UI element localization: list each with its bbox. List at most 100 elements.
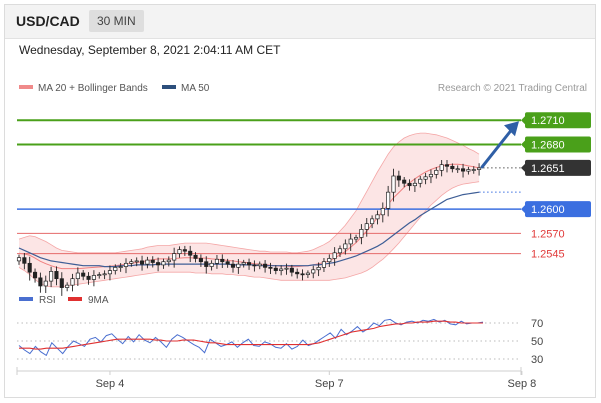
projection-arrow-shaft: [480, 127, 514, 169]
candle-body-up: [97, 274, 102, 276]
candle: [22, 252, 27, 270]
candle: [375, 210, 380, 225]
candle: [348, 233, 353, 251]
price-levels: [17, 119, 521, 255]
candle: [247, 258, 252, 270]
candle: [134, 257, 139, 267]
chart-header: USD/CAD 30 MIN: [5, 5, 595, 39]
candle-body-up: [380, 207, 385, 216]
candle-body-up: [91, 275, 96, 280]
price-level-label-1.2570: 1.2570: [531, 228, 565, 240]
candle-body-down: [59, 278, 64, 288]
candle: [236, 259, 241, 274]
candle-body-up: [75, 272, 80, 280]
candle-body-up: [305, 272, 310, 275]
candle-body-up: [423, 176, 428, 180]
bollinger-bands: [18, 132, 480, 288]
candle-body-down: [27, 262, 32, 273]
candle-body-down: [32, 271, 38, 279]
candle: [209, 260, 214, 271]
candle-body-up: [434, 169, 439, 175]
projection-arrow-head: [504, 121, 519, 137]
candle-body-down: [156, 262, 161, 266]
candle: [321, 258, 327, 273]
ma50-legend-label: MA 50: [181, 83, 210, 94]
candle-body-down: [198, 258, 203, 263]
candle: [305, 270, 310, 279]
candle-body-up: [343, 243, 348, 250]
rsi-legend-label: RSI: [39, 295, 56, 306]
candle: [439, 160, 444, 177]
candle: [311, 265, 316, 279]
candle-body-up: [118, 266, 123, 268]
candle: [156, 257, 161, 272]
candle-body-down: [396, 175, 401, 181]
candle: [391, 168, 396, 202]
candle-body-up: [161, 261, 166, 266]
candle-body-up: [348, 238, 353, 245]
candle-body-up: [107, 270, 113, 275]
rsi-legend-swatch: [19, 297, 33, 301]
chart-datetime: Wednesday, September 8, 2021 2:04:11 AM …: [19, 43, 281, 57]
candle: [343, 239, 348, 255]
candle-body-up: [145, 259, 150, 265]
candle-body-down: [150, 259, 155, 263]
candle-body-up: [209, 262, 214, 267]
candle: [225, 258, 230, 268]
candle-body-up: [257, 263, 262, 267]
candle-body-up: [123, 262, 129, 267]
candle: [263, 260, 268, 273]
ma9-legend-swatch: [68, 297, 82, 301]
candle-body-up: [65, 284, 70, 288]
price-level-label-1.2710: 1.2710: [531, 115, 565, 127]
candle: [172, 247, 177, 268]
candle: [337, 245, 343, 257]
ma9-legend-label: 9MA: [88, 295, 109, 306]
candle-body-up: [391, 175, 396, 193]
price-level-badge-1.2680: [525, 136, 591, 153]
candle: [241, 259, 246, 268]
candle: [43, 275, 48, 294]
candle-body-up: [134, 260, 139, 263]
candle-body-up: [439, 164, 444, 171]
candle-body-up: [70, 278, 75, 286]
candle: [107, 265, 113, 281]
candle: [407, 179, 412, 191]
x-tick-label: Sep 7: [315, 378, 344, 390]
credit-text: Research © 2021 Trading Central: [438, 83, 587, 94]
candle: [471, 166, 476, 174]
candle: [59, 272, 64, 296]
candle: [38, 272, 43, 293]
candle-body-down: [289, 267, 294, 273]
candle-body-down: [140, 260, 145, 265]
candle-body-up: [43, 280, 48, 287]
candle-body-up: [113, 267, 118, 271]
candle-body-down: [450, 165, 455, 170]
candle-body-up: [418, 178, 423, 184]
bollinger-legend-swatch: [19, 85, 33, 89]
candle: [70, 273, 75, 292]
candle: [16, 254, 22, 265]
rsi-level-label-70: 70: [531, 318, 543, 330]
candle-body-up: [471, 169, 476, 171]
candle-body-down: [263, 263, 268, 268]
x-axis: Sep 4 Sep 7 Sep 8: [16, 367, 536, 390]
candle: [49, 266, 54, 288]
candle-body-up: [428, 174, 434, 178]
candle-body-down: [295, 271, 300, 275]
main-legend: MA 20 + Bollinger Bands MA 50 Research ©…: [19, 83, 587, 94]
candle-body-up: [49, 271, 54, 282]
candle-body-down: [402, 179, 407, 184]
candle-body-down: [22, 257, 27, 264]
candle: [123, 258, 129, 274]
candle-body-down: [220, 258, 225, 263]
candle-body-down: [225, 261, 230, 265]
candle: [423, 172, 428, 185]
candle-body-up: [102, 273, 107, 276]
candle: [145, 256, 150, 269]
candle-body-up: [321, 261, 327, 268]
interval-badge[interactable]: 30 MIN: [89, 10, 144, 32]
price-level-badge-pointer-1.2600: [521, 204, 526, 215]
candle-body-down: [247, 262, 252, 266]
candle: [198, 254, 203, 267]
